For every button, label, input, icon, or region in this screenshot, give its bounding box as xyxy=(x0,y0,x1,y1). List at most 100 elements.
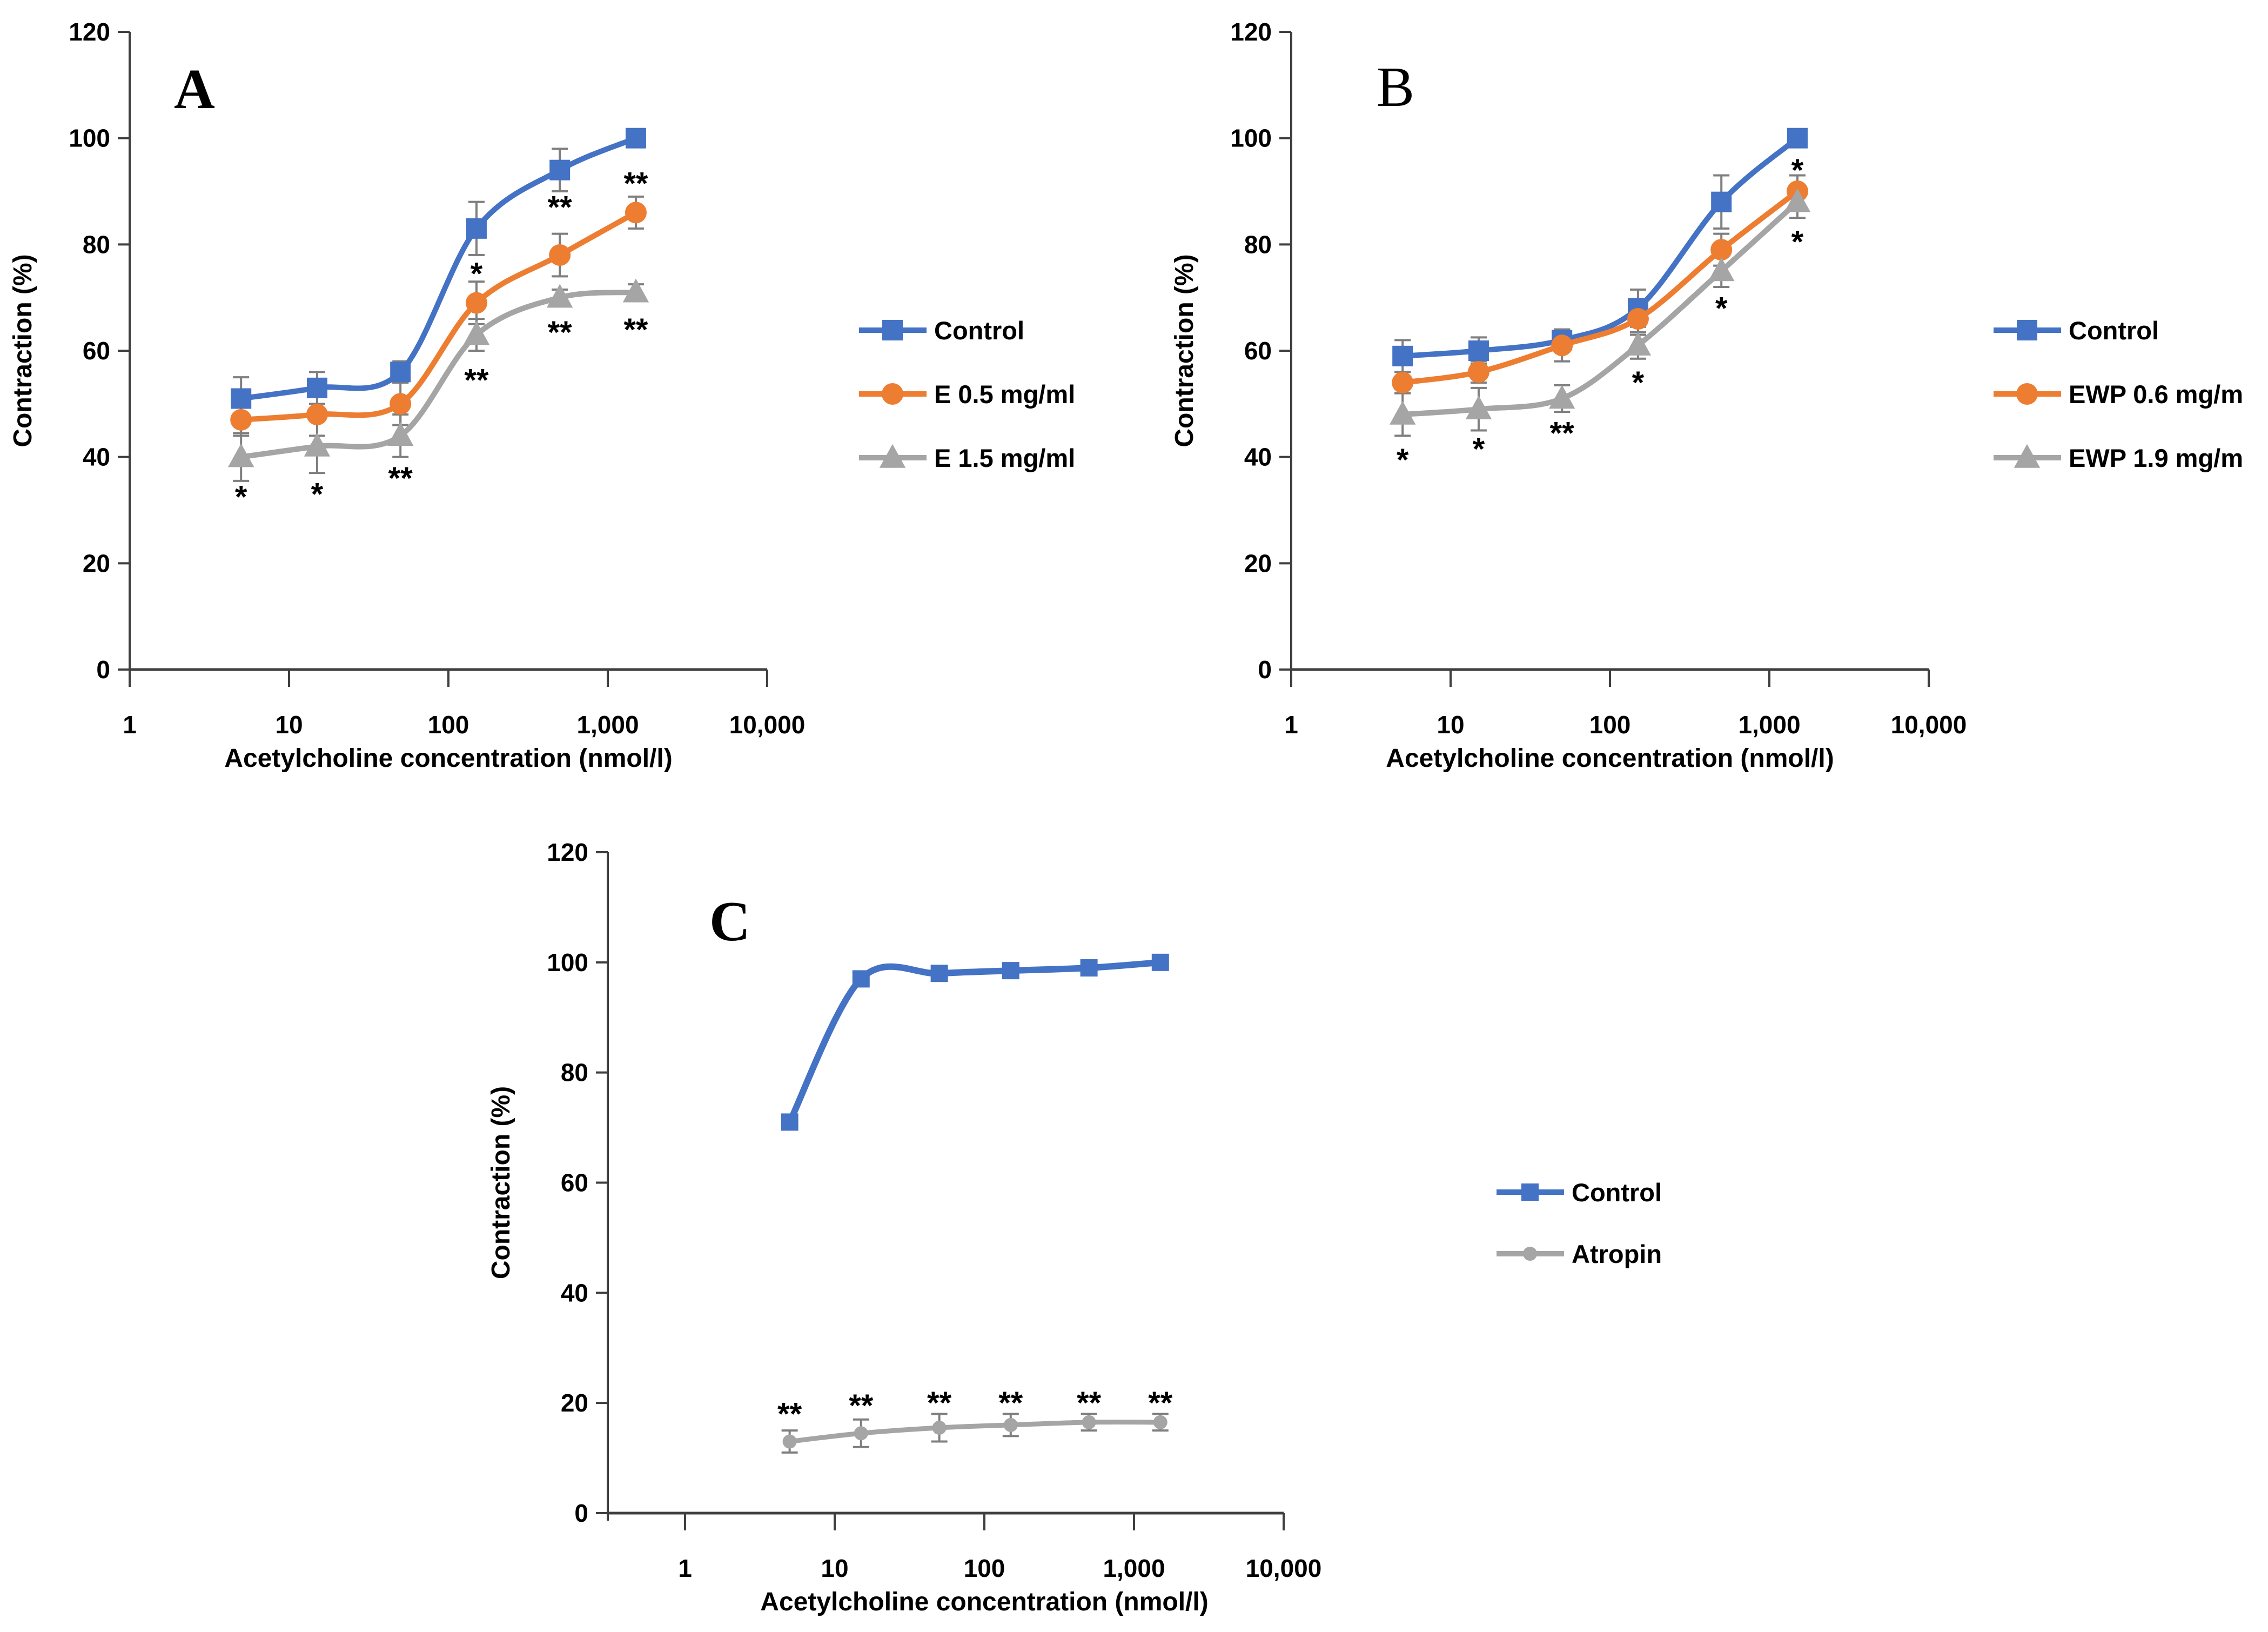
y-tick-label: 60 xyxy=(83,337,110,365)
series-line-e-1-5-mg-ml xyxy=(238,289,639,460)
data-point-marker xyxy=(1708,257,1735,282)
data-point-marker xyxy=(2017,320,2037,340)
legend-item-e-0-5-mg-ml: E 0.5 mg/ml xyxy=(859,380,1075,408)
data-point-marker xyxy=(622,278,649,303)
data-point-marker xyxy=(1521,1183,1539,1201)
data-point-marker xyxy=(549,159,571,180)
data-point-marker xyxy=(304,432,331,457)
legend-panel-a: Control E 0.5 mg/ml E 1.5 mg/ml xyxy=(859,316,1075,472)
y-tick-label: 60 xyxy=(561,1169,588,1197)
y-tick-label: 20 xyxy=(83,549,110,577)
square-marker-icon xyxy=(1994,320,2061,340)
y-tick-label: 100 xyxy=(1230,124,1272,152)
series-line-control xyxy=(786,959,1164,1126)
data-point-marker xyxy=(1548,385,1575,409)
square-marker-icon xyxy=(859,320,927,340)
panel-label: A xyxy=(174,57,215,121)
significance-annotation: ** xyxy=(548,190,573,225)
data-point-marker xyxy=(230,409,252,431)
data-point-marker xyxy=(1392,345,1413,366)
y-tick-label: 120 xyxy=(1230,18,1272,46)
data-point-marker xyxy=(387,422,414,446)
y-tick-label: 60 xyxy=(1244,337,1272,365)
legend-item-ewp-1-9-mg-m: EWP 1.9 mg/m xyxy=(1994,444,2243,472)
data-point-marker xyxy=(1389,400,1416,425)
data-point-marker xyxy=(879,444,906,468)
y-tick-label: 100 xyxy=(69,124,110,152)
data-point-marker xyxy=(1002,962,1019,980)
significance-annotation: * xyxy=(311,477,324,512)
circle-marker-icon xyxy=(859,383,927,405)
legend-label: E 0.5 mg/ml xyxy=(934,379,1076,409)
y-tick-label: 40 xyxy=(561,1279,588,1307)
legend-item-ewp-0-6-mg-m: EWP 0.6 mg/m xyxy=(1994,380,2243,408)
data-point-marker xyxy=(1080,959,1098,977)
data-point-marker xyxy=(1711,191,1732,212)
significance-annotation: ** xyxy=(998,1386,1023,1421)
panel-label: B xyxy=(1377,55,1414,118)
x-tick-label: 1,000 xyxy=(1103,1554,1165,1582)
x-tick-label: 10,000 xyxy=(1891,711,1967,739)
data-point-marker xyxy=(1082,1415,1096,1429)
y-tick-label: 0 xyxy=(574,1499,588,1527)
data-point-marker xyxy=(1787,128,1808,149)
data-point-marker xyxy=(882,383,903,405)
y-tick-label: 20 xyxy=(1244,549,1272,577)
x-tick-label: 1 xyxy=(123,711,137,739)
significance-annotation: ** xyxy=(1077,1386,1102,1421)
data-point-marker xyxy=(463,321,490,345)
data-point-marker xyxy=(1625,331,1652,356)
significance-annotation: ** xyxy=(464,363,489,398)
x-tick-label: 10 xyxy=(1437,711,1464,739)
legend-item-atropin: Atropin xyxy=(1497,1240,1662,1268)
significance-annotation: * xyxy=(1791,225,1804,260)
y-tick-label: 0 xyxy=(1258,656,1272,684)
data-point-marker xyxy=(306,377,327,398)
data-point-marker xyxy=(231,388,252,409)
y-tick-label: 120 xyxy=(69,18,110,46)
triangle-marker-icon xyxy=(859,444,927,468)
data-point-marker xyxy=(1784,188,1811,212)
significance-annotation: * xyxy=(235,480,247,515)
y-tick-label: 40 xyxy=(83,443,110,471)
x-tick-label: 10 xyxy=(821,1554,848,1582)
legend-label: E 1.5 mg/ml xyxy=(934,443,1076,472)
x-tick-label: 100 xyxy=(964,1554,1005,1582)
legend-item-control: Control xyxy=(859,316,1075,344)
significance-annotation: ** xyxy=(849,1388,874,1423)
data-point-marker xyxy=(227,443,254,467)
significance-annotation: ** xyxy=(623,312,648,347)
significance-annotation: * xyxy=(1397,443,1409,478)
legend-label: Control xyxy=(2069,316,2159,345)
square-marker-icon xyxy=(1497,1183,1564,1201)
x-axis-title: Acetylcholine concentration (nmol/l) xyxy=(224,744,672,773)
data-point-marker xyxy=(2014,444,2041,468)
legend-panel-c: Control Atropin xyxy=(1497,1178,1662,1268)
significance-annotation: * xyxy=(471,257,483,292)
y-tick-label: 0 xyxy=(96,656,110,684)
x-tick-label: 10 xyxy=(275,711,303,739)
series-line-atropin xyxy=(787,1419,1163,1444)
y-tick-label: 80 xyxy=(1244,230,1272,258)
y-tick-label: 80 xyxy=(561,1059,588,1087)
data-point-marker xyxy=(852,970,870,988)
data-point-marker xyxy=(306,404,328,425)
x-tick-label: 1,000 xyxy=(576,711,639,739)
data-point-marker xyxy=(930,965,948,982)
y-tick-label: 80 xyxy=(83,230,110,258)
legend-label: Control xyxy=(934,316,1025,345)
legend-panel-b: Control EWP 0.6 mg/m EWP 1.9 mg/m xyxy=(1994,316,2243,472)
x-axis-title: Acetylcholine concentration (nmol/l) xyxy=(1386,744,1834,773)
significance-annotation: ** xyxy=(927,1386,952,1421)
x-tick-label: 1 xyxy=(678,1554,692,1582)
y-tick-label: 20 xyxy=(561,1389,588,1417)
data-point-marker xyxy=(465,292,487,314)
data-point-marker xyxy=(1468,340,1489,361)
significance-annotation: * xyxy=(1473,432,1485,467)
legend-item-control: Control xyxy=(1994,316,2243,344)
data-point-marker xyxy=(625,128,646,149)
